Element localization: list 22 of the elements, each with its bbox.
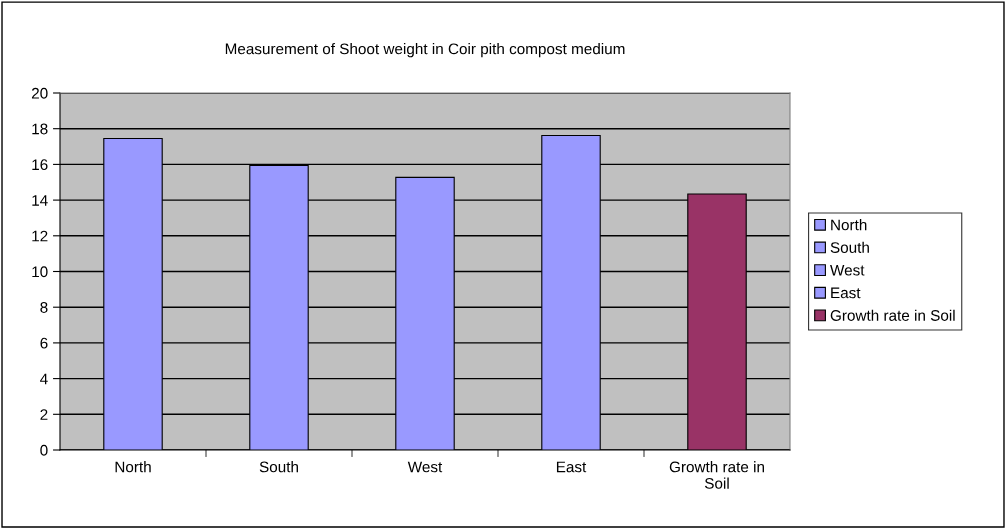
chart-title: Measurement of Shoot weight in Coir pith compost medium: [225, 43, 625, 58]
x-tick-label: Growth rate in Soil: [669, 461, 764, 489]
y-tick-label: 6: [40, 337, 48, 349]
legend-label: Growth rate in Soil: [830, 309, 955, 321]
x-tick-label: North: [115, 461, 151, 473]
legend-label: East: [831, 287, 861, 299]
y-tick-label: 0: [40, 444, 48, 456]
y-tick-label: 14: [32, 195, 48, 206]
y-tick-label: 2: [40, 409, 48, 420]
y-tick-label: 20: [31, 87, 48, 99]
legend-label: North: [831, 219, 867, 231]
legend-label: West: [830, 264, 865, 276]
x-tick-label: East: [556, 461, 587, 473]
y-tick-label: 8: [40, 302, 48, 313]
x-tick-label: South: [259, 461, 298, 473]
y-tick-label: 4: [40, 373, 48, 385]
y-tick-label: 16: [32, 159, 48, 171]
y-tick-label: 18: [32, 123, 48, 135]
x-tick-label: West: [407, 461, 443, 473]
y-tick-label: 10: [32, 266, 48, 278]
legend-label: South: [830, 241, 869, 253]
y-tick-label: 12: [32, 230, 48, 242]
